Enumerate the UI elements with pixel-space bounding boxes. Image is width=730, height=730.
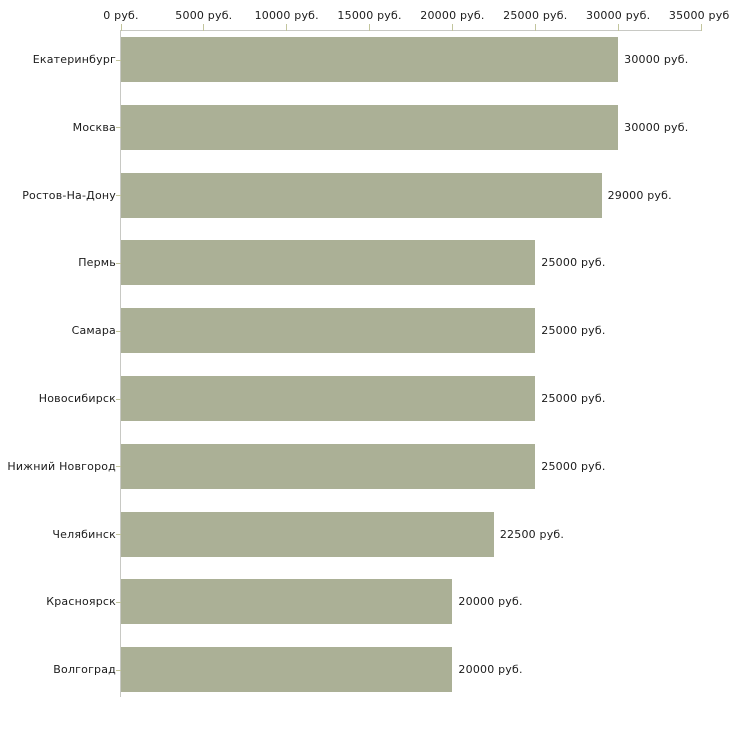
x-axis-tick-label: 0 руб. (103, 9, 139, 22)
category-tick (116, 127, 121, 129)
bar-value-label: 30000 руб. (624, 120, 689, 134)
y-axis-line (120, 30, 121, 697)
category-tick (116, 195, 121, 197)
bar-value-label: 25000 руб. (541, 459, 606, 473)
category-tick (116, 466, 121, 468)
bar (121, 579, 453, 625)
bar-value-label: 20000 руб. (458, 663, 523, 677)
bar (121, 37, 619, 82)
category-label: Екатеринбург (32, 53, 116, 66)
x-axis-tick-label: 20000 руб. (420, 9, 485, 22)
category-tick (116, 330, 121, 332)
bar-value-label: 25000 руб. (541, 392, 606, 405)
category-tick (116, 262, 121, 264)
category-label: Пермь (78, 256, 116, 270)
bar-value-label: 29000 руб. (607, 188, 672, 202)
x-axis-tick (534, 24, 536, 31)
bar (121, 104, 619, 150)
category-label: Москва (72, 120, 116, 134)
bar (121, 308, 536, 354)
category-label: Челябинск (52, 527, 116, 541)
x-axis-tick (700, 24, 702, 31)
category-tick (116, 601, 121, 603)
category-label: Ростов-На-Дону (22, 188, 116, 202)
x-axis-tick (286, 24, 288, 31)
bar (121, 511, 494, 557)
category-tick (116, 534, 121, 536)
bar-value-label: 20000 руб. (458, 595, 523, 609)
category-tick (116, 669, 121, 671)
x-axis-tick (120, 24, 122, 31)
bar (121, 240, 536, 286)
x-axis-tick-label: 10000 руб. (254, 9, 319, 22)
x-axis-tick (203, 24, 205, 31)
bar (121, 443, 536, 489)
x-axis-tick (451, 24, 453, 31)
bar (121, 376, 536, 421)
bar-value-label: 25000 руб. (541, 256, 606, 270)
category-label: Новосибирск (38, 392, 116, 405)
category-tick (116, 59, 121, 61)
bar-value-label: 30000 руб. (624, 53, 689, 66)
bar (121, 647, 453, 693)
x-axis-tick-label: 35000 руб. (668, 9, 730, 22)
category-label: Нижний Новгород (7, 459, 116, 473)
x-axis-line (120, 30, 702, 31)
category-tick (116, 398, 121, 400)
x-axis-tick-label: 5000 руб. (175, 9, 233, 22)
x-axis-tick-label: 25000 руб. (503, 9, 568, 22)
x-axis-tick (617, 24, 619, 31)
x-axis-tick (369, 24, 371, 31)
bar-value-label: 22500 руб. (499, 527, 565, 541)
x-axis-tick-label: 30000 руб. (586, 9, 651, 22)
category-label: Самара (71, 324, 116, 338)
x-axis-tick-label: 15000 руб. (337, 9, 402, 22)
bar-value-label: 25000 руб. (541, 324, 606, 338)
category-label: Красноярск (46, 595, 116, 609)
category-label: Волгоград (53, 663, 116, 677)
bar (121, 172, 602, 218)
